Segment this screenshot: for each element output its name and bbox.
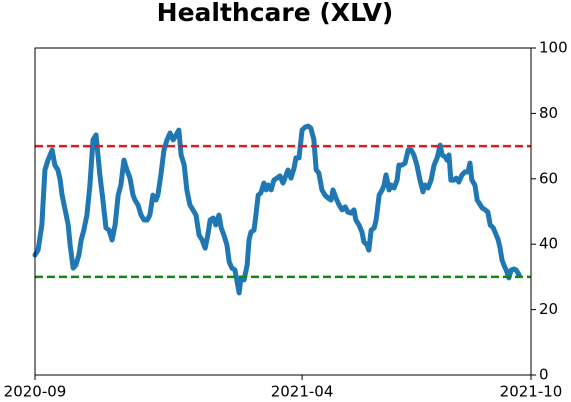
x-tick-label: 2020-09 bbox=[4, 383, 67, 401]
y-tick-label: 0 bbox=[539, 366, 549, 384]
chart-title: Healthcare (XLV) bbox=[157, 0, 394, 27]
data-line bbox=[32, 123, 522, 296]
y-tick-label: 20 bbox=[539, 300, 558, 318]
y-tick-label: 100 bbox=[539, 39, 568, 57]
x-tick-label: 2021-04 bbox=[271, 383, 334, 401]
x-tick-label: 2021-10 bbox=[500, 383, 563, 401]
plot-frame bbox=[34, 47, 532, 376]
y-tick-label: 80 bbox=[539, 104, 558, 122]
y-tick-label: 60 bbox=[539, 169, 558, 187]
y-tick-label: 40 bbox=[539, 235, 558, 253]
